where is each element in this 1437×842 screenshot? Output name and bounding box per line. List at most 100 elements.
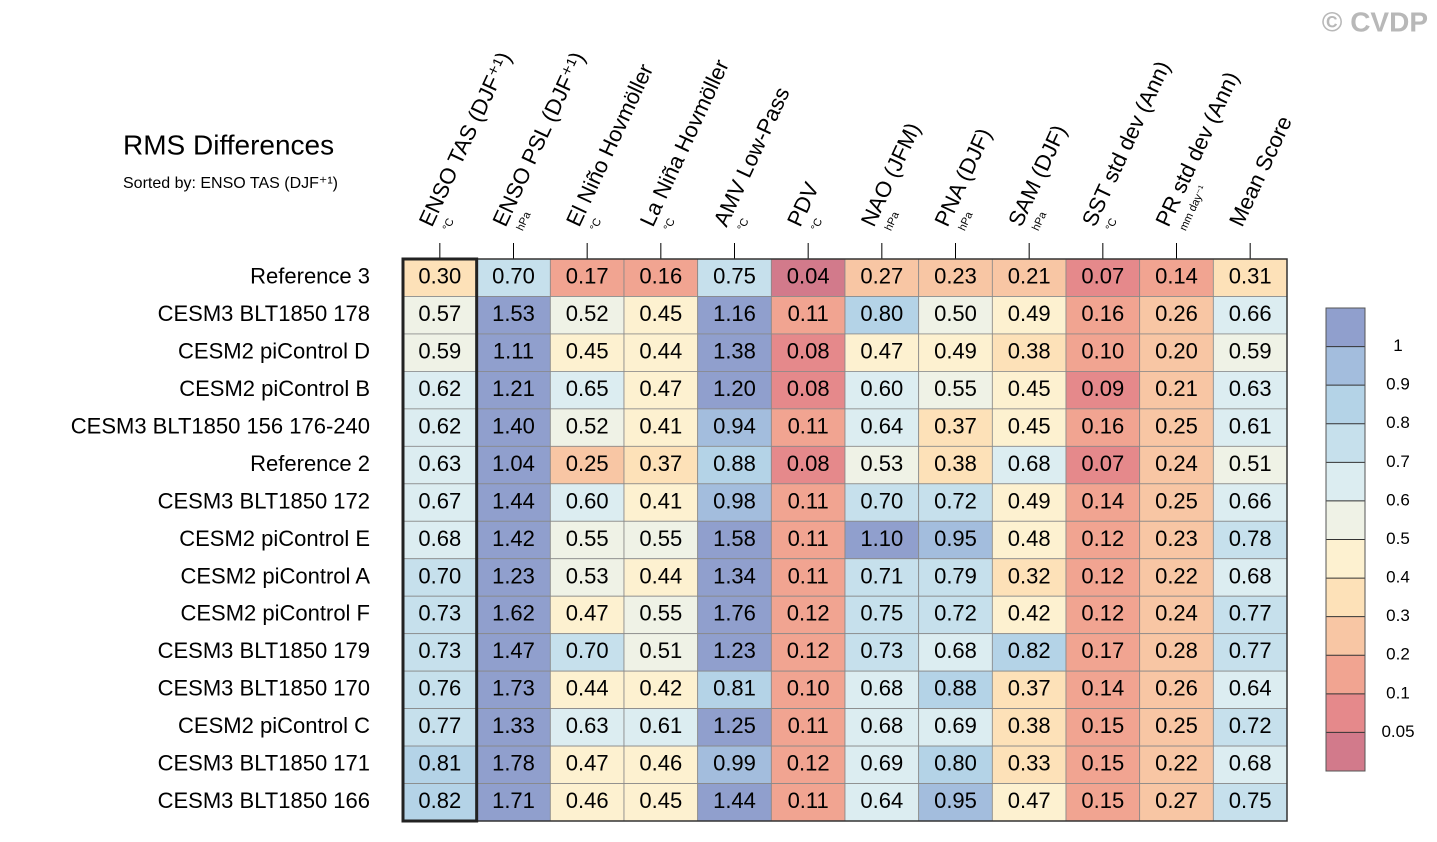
cell	[623, 595, 699, 635]
cell	[1212, 595, 1288, 635]
cell	[770, 370, 846, 410]
cell	[991, 296, 1067, 335]
cell	[991, 370, 1067, 410]
cell	[623, 670, 699, 710]
cell	[623, 745, 699, 784]
cell-label: 0.77	[1229, 638, 1272, 663]
cell-label: 0.51	[639, 638, 682, 663]
cell-label: 1.10	[860, 526, 903, 551]
colorbar-border	[1325, 307, 1366, 772]
cell-label: 0.17	[1081, 638, 1124, 663]
column-header: Mean Score	[1224, 112, 1297, 230]
cell	[1065, 558, 1141, 597]
cell-label: 1.38	[713, 338, 756, 363]
column-label: AMV Low-Pass	[708, 83, 794, 230]
cell	[1212, 670, 1288, 710]
cell-label: 0.11	[788, 526, 829, 551]
cell	[1139, 445, 1214, 485]
row-label: Reference 3	[250, 264, 370, 289]
cell-label: 0.47	[566, 751, 609, 776]
cell	[844, 333, 920, 372]
cell	[549, 708, 625, 747]
cell-label: 0.25	[1155, 713, 1198, 738]
cell	[1065, 520, 1141, 560]
cell-label: 0.62	[418, 413, 461, 438]
cell-label: 0.47	[639, 376, 682, 401]
cell	[697, 408, 772, 447]
cell	[1065, 408, 1141, 447]
cell	[991, 558, 1067, 597]
cell-label: 0.70	[418, 563, 461, 588]
cell	[402, 370, 478, 410]
cell	[770, 595, 846, 635]
column-unit: °C	[735, 217, 751, 233]
cell-label: 0.95	[934, 526, 977, 551]
cell-label: 1.44	[713, 788, 756, 813]
cell-label: 0.81	[418, 751, 461, 776]
cell-label: 0.37	[934, 413, 977, 438]
cell	[918, 783, 993, 822]
cell-label: 0.45	[1008, 376, 1051, 401]
column-label: Mean Score	[1224, 112, 1297, 230]
cell-label: 0.71	[860, 563, 903, 588]
cell	[1212, 745, 1288, 784]
cell-label: 0.45	[639, 301, 682, 326]
row-label: Reference 2	[250, 451, 370, 476]
cell-label: 0.44	[639, 563, 682, 588]
column-unit: °C	[441, 217, 457, 233]
cell-label: 0.77	[418, 713, 461, 738]
cell	[549, 408, 625, 447]
cell-label: 0.73	[860, 638, 903, 663]
colorbar-tick-label: 0.8	[1386, 413, 1410, 432]
colorbar-tick-label: 0.7	[1386, 452, 1410, 471]
cell-label: 0.12	[1081, 601, 1124, 626]
cell	[844, 258, 920, 297]
cell-label: 0.68	[860, 713, 903, 738]
cell-label: 0.26	[1155, 676, 1198, 701]
cell	[1065, 483, 1141, 522]
cell-label: 0.12	[787, 638, 830, 663]
row-label: CESM2 piControl A	[180, 563, 370, 588]
row-label: CESM3 BLT1850 171	[158, 751, 370, 776]
cell-label: 0.64	[1229, 676, 1272, 701]
cell-label: 0.99	[713, 751, 756, 776]
cell-label: 0.82	[418, 788, 461, 813]
cell-label: 1.53	[492, 301, 535, 326]
colorbar-tick-label: 0.2	[1386, 645, 1410, 664]
cell	[549, 595, 625, 635]
cell-label: 0.52	[566, 413, 609, 438]
cell-label: 0.16	[1081, 301, 1124, 326]
cell	[402, 745, 478, 784]
cell-label: 0.24	[1155, 451, 1198, 476]
cell	[1212, 633, 1288, 672]
cell	[1065, 783, 1141, 822]
cell	[1065, 258, 1141, 297]
row-label: CESM2 piControl F	[180, 601, 370, 626]
cell-label: 0.53	[566, 563, 609, 588]
cell-label: 0.33	[1008, 751, 1051, 776]
cell	[1212, 783, 1288, 822]
colorbar-box	[1326, 655, 1365, 694]
cell-label: 0.65	[566, 376, 609, 401]
cell	[402, 408, 478, 447]
row-label: CESM2 piControl B	[179, 376, 370, 401]
cell-label: 0.80	[934, 751, 977, 776]
cell-label: 0.22	[1155, 751, 1198, 776]
cell-label: 0.12	[1081, 526, 1124, 551]
column-unit: °C	[809, 217, 825, 233]
cell-label: 0.60	[860, 376, 903, 401]
cell	[549, 333, 625, 372]
cell-label: 0.79	[934, 563, 977, 588]
cell	[623, 483, 699, 522]
cell	[476, 595, 551, 635]
cell-label: 0.47	[860, 338, 903, 363]
cell-label: 0.69	[860, 751, 903, 776]
cell-label: 0.08	[787, 451, 830, 476]
colorbar-tick-label: 0.1	[1386, 683, 1410, 702]
cell-label: 0.66	[1229, 488, 1272, 513]
cell-label: 0.12	[787, 601, 830, 626]
cell-label: 0.45	[1008, 413, 1051, 438]
cell	[697, 370, 772, 410]
cell	[991, 745, 1067, 784]
cell-label: 0.68	[860, 676, 903, 701]
